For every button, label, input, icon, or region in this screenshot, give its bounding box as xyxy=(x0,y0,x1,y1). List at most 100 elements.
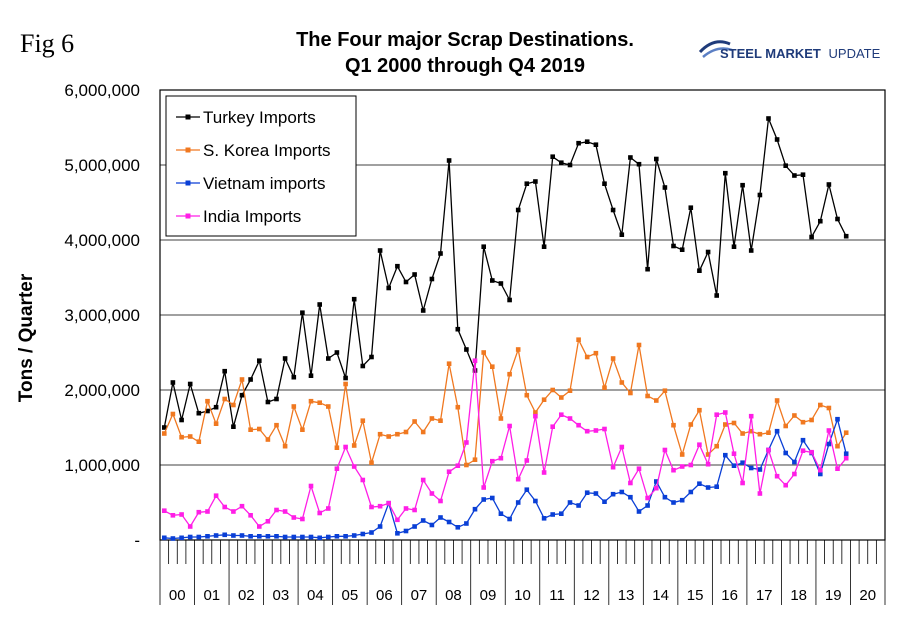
data-point xyxy=(809,417,814,423)
data-point xyxy=(455,525,461,530)
data-point xyxy=(533,410,538,415)
data-point xyxy=(584,428,590,434)
data-point xyxy=(455,326,461,332)
data-point xyxy=(757,192,763,198)
x-axis: 00 01 02 03 04 05 06 07 08 09 10 11 12 13 14 15 16 17 18 19… xyxy=(159,540,886,605)
data-point xyxy=(740,480,745,486)
legend-item: Turkey Imports xyxy=(176,108,316,127)
data-point xyxy=(274,507,279,513)
data-point xyxy=(671,243,676,249)
data-point xyxy=(274,396,279,402)
legend-marker-swatch xyxy=(185,180,191,186)
x-year-label: 07 xyxy=(411,587,428,604)
data-point xyxy=(567,416,573,421)
x-year-label: 09 xyxy=(480,587,497,604)
data-point xyxy=(774,137,780,142)
data-point xyxy=(481,244,486,249)
data-point xyxy=(300,534,305,540)
series-line xyxy=(163,118,847,428)
data-point xyxy=(343,381,348,387)
data-point xyxy=(412,524,417,529)
x-year-label: 14 xyxy=(652,587,669,604)
data-point xyxy=(351,296,357,302)
data-point xyxy=(541,516,547,521)
data-point xyxy=(610,356,616,361)
data-point xyxy=(490,278,495,283)
y-tick-label: 6,000,000 xyxy=(64,81,140,100)
data-point xyxy=(282,534,288,540)
data-point xyxy=(213,533,219,538)
data-point xyxy=(740,182,745,188)
data-point xyxy=(446,158,452,163)
data-point xyxy=(412,272,417,277)
data-point xyxy=(541,470,547,475)
data-point xyxy=(559,511,564,516)
data-point xyxy=(274,422,279,428)
legend-item: Vietnam imports xyxy=(176,174,326,193)
data-point xyxy=(723,422,728,427)
data-point xyxy=(429,522,435,528)
data-point xyxy=(766,430,771,435)
data-point xyxy=(291,515,297,520)
data-point xyxy=(403,506,409,511)
data-point xyxy=(403,429,409,435)
data-point xyxy=(826,405,832,411)
legend-marker-swatch xyxy=(185,147,191,153)
data-point xyxy=(472,457,478,462)
data-point xyxy=(593,350,599,356)
data-point xyxy=(170,536,176,541)
data-point xyxy=(843,451,849,456)
data-point xyxy=(602,499,607,504)
data-point xyxy=(420,429,426,435)
data-point xyxy=(705,249,711,255)
data-point xyxy=(326,404,331,409)
data-point xyxy=(179,417,184,423)
data-point xyxy=(446,361,452,366)
y-tick-label: 1,000,000 xyxy=(64,456,140,475)
data-point xyxy=(369,354,374,360)
data-point xyxy=(792,413,797,418)
data-point xyxy=(783,482,788,488)
data-point xyxy=(576,337,581,342)
data-point xyxy=(567,500,573,505)
data-point xyxy=(308,483,314,489)
data-point xyxy=(679,452,685,457)
data-point xyxy=(300,427,305,432)
x-year-label: 06 xyxy=(376,587,393,604)
data-point xyxy=(584,354,590,360)
data-point xyxy=(196,509,202,515)
x-year-label: 13 xyxy=(618,587,635,604)
series-india-imports xyxy=(162,358,849,529)
data-point xyxy=(533,413,538,419)
data-point xyxy=(524,458,530,463)
data-point xyxy=(593,142,599,147)
data-point xyxy=(628,390,633,396)
data-point xyxy=(257,358,262,363)
data-point xyxy=(705,452,711,457)
data-point xyxy=(550,424,555,429)
x-year-label: 00 xyxy=(169,587,186,604)
data-point xyxy=(723,452,728,458)
data-point xyxy=(610,491,616,497)
x-year-label: 19 xyxy=(825,587,842,604)
data-point xyxy=(291,404,297,409)
data-point xyxy=(351,533,357,538)
data-point xyxy=(662,447,668,453)
data-point xyxy=(800,437,806,443)
data-point xyxy=(559,160,564,165)
legend-marker-swatch xyxy=(185,213,191,219)
chart-title-line-2: Q1 2000 through Q4 2019 xyxy=(345,55,585,77)
data-point xyxy=(308,373,314,378)
data-point xyxy=(524,181,530,186)
data-point xyxy=(723,410,728,415)
data-point xyxy=(257,534,262,539)
data-point xyxy=(843,430,849,435)
data-point xyxy=(464,521,469,526)
data-point xyxy=(602,181,607,186)
data-point xyxy=(170,411,176,417)
data-point xyxy=(731,451,737,456)
data-point xyxy=(533,179,538,184)
data-point xyxy=(843,233,849,239)
data-point xyxy=(498,511,504,516)
